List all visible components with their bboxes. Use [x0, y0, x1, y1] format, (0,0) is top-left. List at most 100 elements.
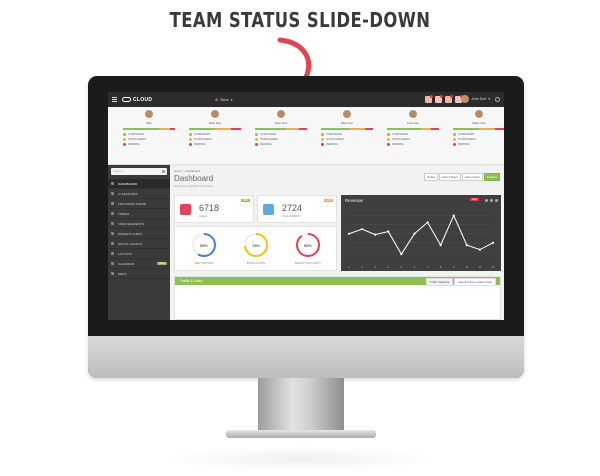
- skins-label: Skins: [220, 97, 229, 102]
- revenue-point[interactable]: [347, 232, 351, 235]
- sidebar-item-layouts[interactable]: LAYOUTS: [108, 249, 170, 259]
- revenue-point[interactable]: [400, 253, 403, 256]
- status-row: IN PROGRESS: [384, 137, 442, 142]
- user-menu[interactable]: John Doe ▾: [461, 95, 490, 103]
- sidebar-item-maps[interactable]: MAPS: [108, 269, 170, 279]
- avatar: [276, 109, 286, 119]
- progress-segment: [321, 128, 350, 130]
- team-member[interactable]: Jane Doe COMPLETED IN PROGRESS PENDING: [252, 109, 310, 163]
- gauge-label: BRAND POPULARITY: [294, 262, 322, 265]
- progress-bar: [123, 128, 175, 130]
- x-tick-label: 7: [427, 265, 429, 269]
- menu-icon[interactable]: [112, 97, 117, 102]
- status-label: IN PROGRESS: [128, 138, 147, 141]
- team-member[interactable]: Ellie Doe COMPLETED IN PROGRESS PENDING: [318, 109, 376, 163]
- revenue-point[interactable]: [491, 241, 495, 244]
- likes-value: 6718: [199, 203, 220, 213]
- status-label: IN PROGRESS: [458, 138, 477, 141]
- sidebar-item-social-charts[interactable]: SOCIAL CHARTS: [108, 239, 170, 249]
- team-member[interactable]: Nina Doe COMPLETED IN PROGRESS PENDING: [186, 109, 244, 163]
- status-label: IN PROGRESS: [194, 138, 213, 141]
- main-content: Home > Dashboard Dashboard Overview, sta…: [170, 165, 504, 320]
- sidebar-item-label: MAPS: [118, 271, 127, 276]
- x-tick-label: 10: [465, 265, 468, 269]
- sidebar-item-ui-features[interactable]: UI FEATURES: [108, 189, 170, 199]
- refresh-icon[interactable]: [490, 199, 493, 202]
- progress-segment: [230, 128, 241, 130]
- sidebar-item-widgets-box[interactable]: WIDGETS & BOX: [108, 229, 170, 239]
- x-tick-label: 4: [388, 265, 390, 269]
- sidebar-item-dashboard[interactable]: DASHBOARD: [108, 179, 170, 189]
- revenue-point[interactable]: [374, 233, 377, 236]
- status-row: IN PROGRESS: [318, 137, 376, 142]
- revenue-point[interactable]: [413, 232, 416, 235]
- revenue-card: Revenue 20% 1 2 3 4 5 6 7 8 9 10 11 12: [341, 195, 501, 271]
- member-name: Kathy Doe: [471, 121, 486, 125]
- progress-segment: [420, 128, 432, 130]
- sidebar-item-calendar[interactable]: CALENDAR NEW: [108, 259, 170, 269]
- status-dot: [189, 133, 192, 136]
- revenue-title: Revenue: [345, 198, 364, 203]
- traffic-header: Traffic & Sales: [175, 277, 500, 285]
- status-row: COMPLETED: [318, 132, 376, 137]
- sidebar-item-tables[interactable]: TABLES: [108, 209, 170, 219]
- avatar: [408, 109, 418, 119]
- range-custom-button[interactable]: Custom: [483, 173, 500, 181]
- revenue-point[interactable]: [426, 221, 429, 224]
- breadcrumb: Home > Dashboard: [174, 169, 201, 173]
- status-label: COMPLETED: [260, 133, 277, 136]
- range-month-button[interactable]: Last month: [461, 173, 483, 181]
- power-icon[interactable]: [495, 97, 500, 102]
- close-icon[interactable]: [495, 199, 498, 202]
- followers-badge: 12%: [323, 199, 333, 202]
- member-name: Ellie Doe: [340, 121, 353, 125]
- menu-item-icon: [111, 192, 114, 195]
- tab-zoom-sales-chart[interactable]: Select & Zoom Sales Chart: [454, 278, 496, 286]
- progress-segment: [431, 128, 439, 130]
- revenue-line: [348, 214, 494, 256]
- status-label: COMPLETED: [194, 133, 211, 136]
- revenue-point[interactable]: [439, 243, 442, 247]
- revenue-point[interactable]: [360, 228, 364, 231]
- search-input[interactable]: Search...: [111, 168, 167, 175]
- revenue-point[interactable]: [452, 214, 455, 217]
- brand-logo[interactable]: CLOUD: [122, 95, 152, 104]
- revenue-point[interactable]: [465, 243, 468, 247]
- tasks-icon[interactable]: [445, 95, 453, 103]
- member-name: Nina Doe: [208, 121, 222, 125]
- avatar: [342, 109, 352, 119]
- team-member[interactable]: Kathy Doe COMPLETED IN PROGRESS PENDING: [450, 109, 504, 163]
- status-dot: [321, 133, 324, 136]
- range-7days-button[interactable]: Last 7 Days: [438, 173, 461, 181]
- status-label: PENDING: [128, 143, 140, 146]
- revenue-point[interactable]: [478, 248, 482, 251]
- status-row: PENDING: [120, 142, 178, 147]
- team-member[interactable]: Max COMPLETED IN PROGRESS PENDING: [120, 109, 178, 163]
- sidebar-item-frontend-theme[interactable]: FRONTEND THEME: [108, 199, 170, 209]
- headline: TEAM STATUS SLIDE-DOWN: [169, 8, 431, 32]
- gauge-label: BOUNCE RATE: [246, 262, 266, 265]
- instagram-icon: [180, 204, 191, 215]
- x-tick-label: 2: [361, 265, 363, 269]
- status-row: PENDING: [384, 142, 442, 147]
- search-icon: [162, 170, 165, 173]
- progress-bar: [189, 128, 241, 130]
- notification-icon[interactable]: [425, 95, 433, 103]
- imac-foot: [226, 430, 376, 438]
- range-today-button[interactable]: Today: [423, 173, 438, 181]
- collapse-icon[interactable]: [485, 199, 488, 202]
- tab-traffic-statistics[interactable]: Traffic Statistics: [425, 278, 454, 286]
- progress-segment: [255, 128, 287, 130]
- sidebar-item-form-elements[interactable]: FORM ELEMENTS: [108, 219, 170, 229]
- team-member[interactable]: Lisa Doe COMPLETED IN PROGRESS PENDING: [384, 109, 442, 163]
- gauge-value: 90%: [303, 243, 312, 248]
- progress-segment: [349, 128, 366, 130]
- envelope-icon[interactable]: [435, 95, 443, 103]
- traffic-title: Traffic & Sales: [180, 279, 203, 283]
- status-dot: [255, 143, 258, 146]
- sidebar-item-label: FRONTEND THEME: [118, 201, 146, 206]
- revenue-point[interactable]: [387, 230, 390, 233]
- sidebar-item-label: FORM ELEMENTS: [118, 221, 144, 226]
- skins-button[interactable]: ⚙ Skins ▾: [211, 92, 236, 107]
- status-label: IN PROGRESS: [326, 138, 345, 141]
